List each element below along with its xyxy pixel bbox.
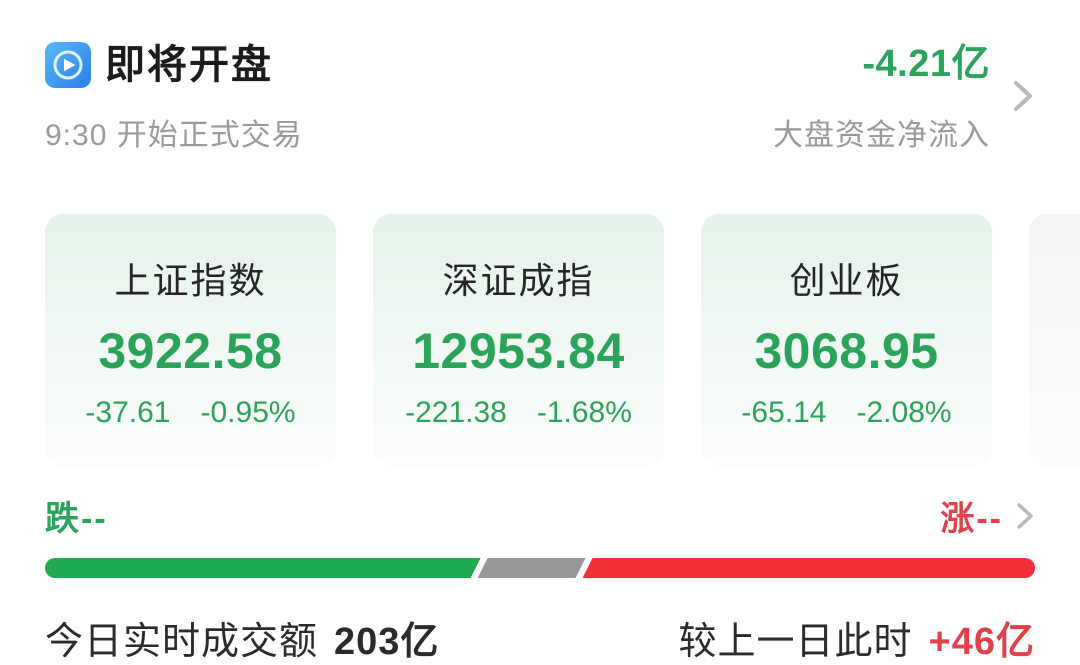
index-name: 创业板 — [789, 259, 904, 301]
index-change-pct: -0.95% — [200, 395, 296, 429]
up-count-label: 涨-- — [940, 500, 1003, 538]
header: 即将开盘 9:30 开始正式交易 -4.21亿 大盘资金净流入 — [45, 42, 1035, 154]
turnover-today-label: 今日实时成交额 — [45, 621, 319, 663]
turnover-row: 今日实时成交额 203亿 较上一日此时 +46亿 — [45, 610, 1035, 665]
turnover-prev-label: 较上一日此时 — [678, 621, 913, 663]
index-change: -221.38 — [405, 395, 507, 429]
turnover-comparison: 较上一日此时 +46亿 — [679, 610, 1035, 665]
turnover-today-value: 203亿 — [334, 621, 440, 663]
index-card-partial[interactable] — [1029, 214, 1080, 467]
index-change-row: -221.38 -1.68% — [405, 396, 632, 430]
index-change-pct: -2.08% — [856, 395, 952, 429]
index-name: 上证指数 — [114, 259, 267, 301]
index-card-shenzhen[interactable]: 深证成指 12953.84 -221.38 -1.68% — [373, 214, 664, 467]
up-count-wrap[interactable]: 涨-- — [940, 491, 1035, 540]
down-count-label: 跌-- — [45, 500, 108, 538]
index-cards-row: 上证指数 3922.58 -37.61 -0.95% 深证成指 12953.84… — [45, 214, 1080, 467]
net-inflow-block[interactable]: -4.21亿 大盘资金净流入 — [773, 42, 990, 154]
index-name: 深证成指 — [442, 259, 595, 301]
header-left: 即将开盘 9:30 开始正式交易 — [45, 42, 303, 154]
index-value: 3068.95 — [754, 322, 939, 379]
play-icon — [45, 42, 91, 88]
market-breadth-row: 跌-- 涨-- — [45, 491, 1035, 540]
index-value: 3922.58 — [98, 322, 283, 379]
index-value: 12953.84 — [412, 322, 625, 379]
title-row: 即将开盘 — [45, 42, 303, 88]
page-title: 即将开盘 — [105, 43, 273, 87]
breadth-bar-flat-segment — [478, 558, 586, 578]
turnover-today: 今日实时成交额 203亿 — [45, 610, 439, 665]
breadth-bar-down-segment — [45, 558, 481, 578]
index-card-chinext[interactable]: 创业板 3068.95 -65.14 -2.08% — [701, 214, 992, 467]
index-change: -37.61 — [85, 395, 171, 429]
open-time-subtitle: 9:30 开始正式交易 — [45, 119, 303, 152]
net-inflow-value: -4.21亿 — [862, 43, 990, 85]
index-change-row: -37.61 -0.95% — [85, 396, 295, 430]
turnover-prev-diff: +46亿 — [928, 621, 1035, 663]
chevron-right-icon[interactable] — [1015, 501, 1035, 531]
net-inflow-label: 大盘资金净流入 — [773, 119, 990, 152]
breadth-bar — [45, 558, 1035, 578]
index-change-row: -65.14 -2.08% — [741, 396, 951, 430]
index-change: -65.14 — [741, 395, 827, 429]
chevron-right-icon[interactable] — [1011, 78, 1035, 114]
index-change-pct: -1.68% — [536, 395, 632, 429]
breadth-bar-up-segment — [582, 558, 1035, 578]
index-card-shanghai[interactable]: 上证指数 3922.58 -37.61 -0.95% — [45, 214, 336, 467]
